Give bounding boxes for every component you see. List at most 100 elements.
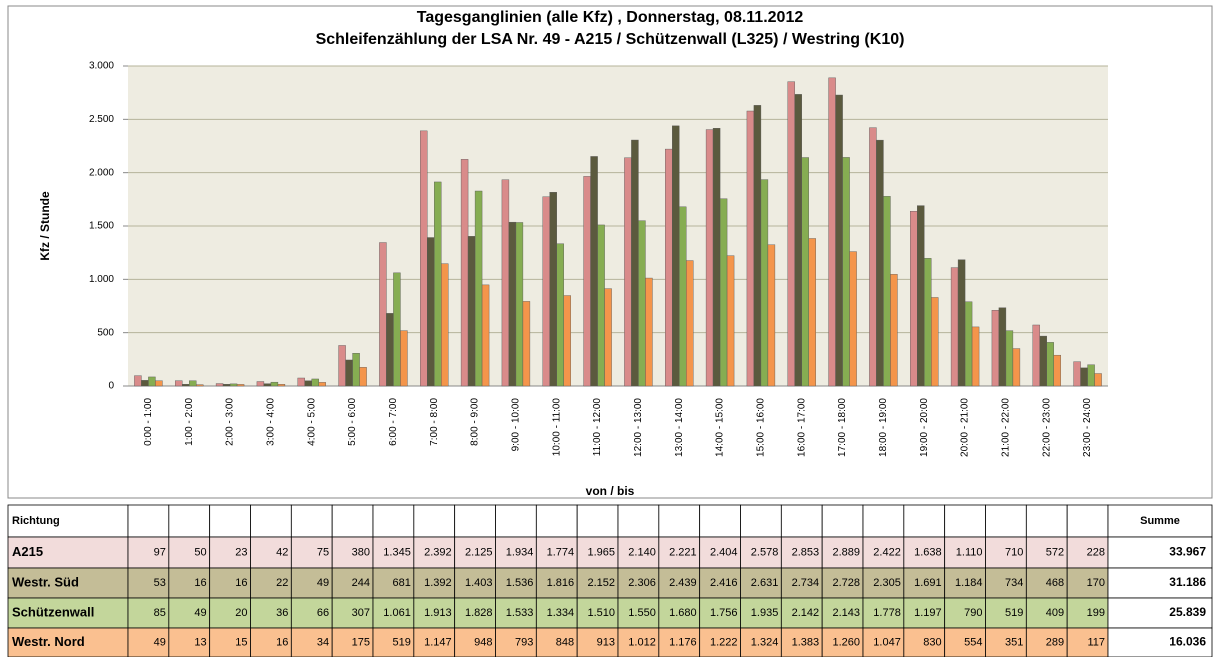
y-tick-label: 2.500	[89, 114, 114, 125]
x-tick-label: 7:00 - 8:00	[429, 398, 440, 446]
bar	[256, 381, 265, 387]
bar	[801, 157, 809, 387]
x-tick-label: 20:00 - 21:00	[960, 398, 971, 457]
bar	[964, 301, 973, 387]
table-value: 228	[1087, 546, 1105, 558]
bar	[1080, 367, 1088, 387]
table-value: 170	[1087, 577, 1105, 589]
table-cell	[1066, 504, 1109, 538]
bar	[719, 198, 728, 387]
bar	[883, 196, 891, 387]
table-cell	[413, 597, 456, 629]
table-value: 34	[317, 636, 329, 648]
bar	[359, 367, 367, 387]
table-value: 2.578	[751, 546, 779, 558]
table-cell	[740, 504, 782, 538]
table-cell	[168, 567, 211, 599]
bar	[434, 181, 442, 387]
table-value: 2.392	[424, 546, 452, 558]
bar	[515, 222, 524, 387]
table-cell	[331, 536, 374, 569]
table-cell	[454, 536, 496, 569]
x-tick-label: 18:00 - 19:00	[878, 398, 889, 457]
bar	[270, 381, 279, 387]
bar	[624, 157, 632, 387]
bar	[1073, 361, 1081, 387]
table-cell	[944, 597, 986, 629]
table-value: 16	[276, 636, 288, 648]
table-cell	[168, 536, 211, 569]
bar	[604, 288, 612, 387]
table-cell	[495, 504, 537, 538]
bar	[189, 380, 197, 387]
table-cell	[535, 504, 578, 538]
bar	[665, 148, 673, 387]
bar	[910, 211, 918, 387]
table-value: 1.691	[914, 577, 942, 589]
table-cell	[903, 567, 946, 599]
table-value: 49	[154, 636, 166, 648]
table-cell	[535, 536, 578, 569]
bar	[222, 384, 231, 387]
table-cell	[495, 536, 537, 569]
table-value: 1.260	[832, 636, 860, 648]
table-cell	[617, 597, 660, 629]
table-value: 1.510	[587, 607, 615, 619]
table-value: 1.774	[547, 546, 575, 558]
bar	[1053, 354, 1061, 387]
bar	[338, 345, 346, 387]
bar	[583, 176, 591, 387]
y-tick-label: 500	[97, 327, 114, 338]
table-cell	[331, 597, 374, 629]
x-tick-label: 22:00 - 23:00	[1041, 398, 1052, 457]
table-cell	[617, 627, 660, 657]
bar	[345, 359, 353, 387]
table-value: 15	[235, 636, 247, 648]
table-cell	[699, 536, 741, 569]
bar	[890, 274, 898, 387]
table-cell	[372, 597, 415, 629]
table-cell	[862, 567, 905, 599]
x-tick-label: 0:00 - 1:00	[143, 398, 154, 446]
bar	[767, 244, 776, 387]
table-cell	[780, 597, 823, 629]
table-cell	[454, 567, 496, 599]
bar	[787, 81, 795, 387]
x-tick-label: 5:00 - 6:00	[347, 398, 358, 446]
table-value: 1.935	[751, 607, 779, 619]
table-value: 1.061	[383, 607, 411, 619]
table-cell	[1107, 627, 1213, 657]
table-value: 289	[1046, 636, 1064, 648]
table-cell	[1066, 597, 1109, 629]
table-value: 2.416	[710, 577, 738, 589]
bar	[441, 263, 449, 387]
y-tick-label: 1.000	[89, 274, 114, 285]
table-value: 2.143	[832, 607, 860, 619]
bar	[957, 259, 966, 387]
bar	[352, 353, 360, 387]
bar	[760, 179, 769, 387]
table-value: 2.889	[832, 546, 860, 558]
bar	[155, 380, 163, 387]
bar	[148, 376, 156, 387]
table-value: 681	[392, 577, 410, 589]
bar	[277, 384, 286, 387]
bar	[175, 380, 183, 387]
row-label: Westr. Nord	[12, 634, 85, 649]
bar	[379, 242, 387, 387]
table-value: 1.828	[465, 607, 493, 619]
table-cell	[780, 504, 823, 538]
bar	[1012, 348, 1021, 387]
table-cell	[413, 536, 456, 569]
table-header: Summe	[1140, 515, 1180, 527]
bar	[467, 236, 476, 387]
bar	[1032, 324, 1040, 387]
table-cell	[576, 567, 619, 599]
table-value: 2.140	[628, 546, 656, 558]
table-cell	[290, 567, 333, 599]
table-value: 1.756	[710, 607, 738, 619]
table-cell	[985, 504, 1027, 538]
bar	[950, 267, 959, 387]
bar	[686, 260, 694, 387]
bar	[400, 330, 408, 387]
